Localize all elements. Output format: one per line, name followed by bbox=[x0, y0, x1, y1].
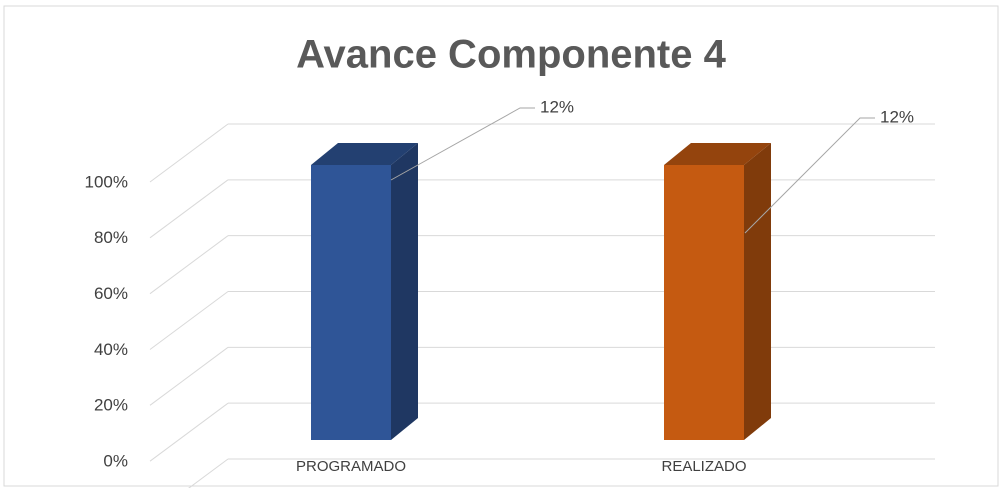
bar-top bbox=[664, 143, 771, 165]
y-tick-label: 0% bbox=[103, 451, 128, 470]
y-tick-label: 60% bbox=[94, 284, 128, 303]
y-tick-label: 100% bbox=[85, 172, 128, 191]
side-grid-line bbox=[149, 123, 229, 183]
annotation: 12% bbox=[540, 97, 574, 116]
bar-side bbox=[391, 143, 418, 440]
bar-front bbox=[311, 165, 391, 440]
y-tick-label: 20% bbox=[94, 396, 128, 415]
chart-title: Avance Componente 4 bbox=[296, 33, 726, 77]
leader-line bbox=[744, 117, 875, 234]
bar-top bbox=[311, 143, 418, 165]
side-grid-line bbox=[149, 291, 229, 350]
x-tick-label: REALIZADO bbox=[661, 458, 746, 475]
leader-line bbox=[390, 107, 535, 181]
side-grid-line bbox=[149, 179, 229, 239]
bar-front bbox=[664, 165, 744, 440]
y-tick-label: 80% bbox=[94, 228, 128, 247]
y-tick-label: 40% bbox=[94, 340, 128, 359]
bar-side bbox=[744, 143, 771, 440]
x-tick-label: PROGRAMADO bbox=[296, 458, 406, 475]
side-grid-line bbox=[149, 402, 229, 462]
side-grid-line bbox=[149, 235, 229, 295]
annotation: 12% bbox=[880, 107, 914, 126]
side-grid-line bbox=[149, 346, 229, 406]
chart-border bbox=[3, 5, 999, 487]
